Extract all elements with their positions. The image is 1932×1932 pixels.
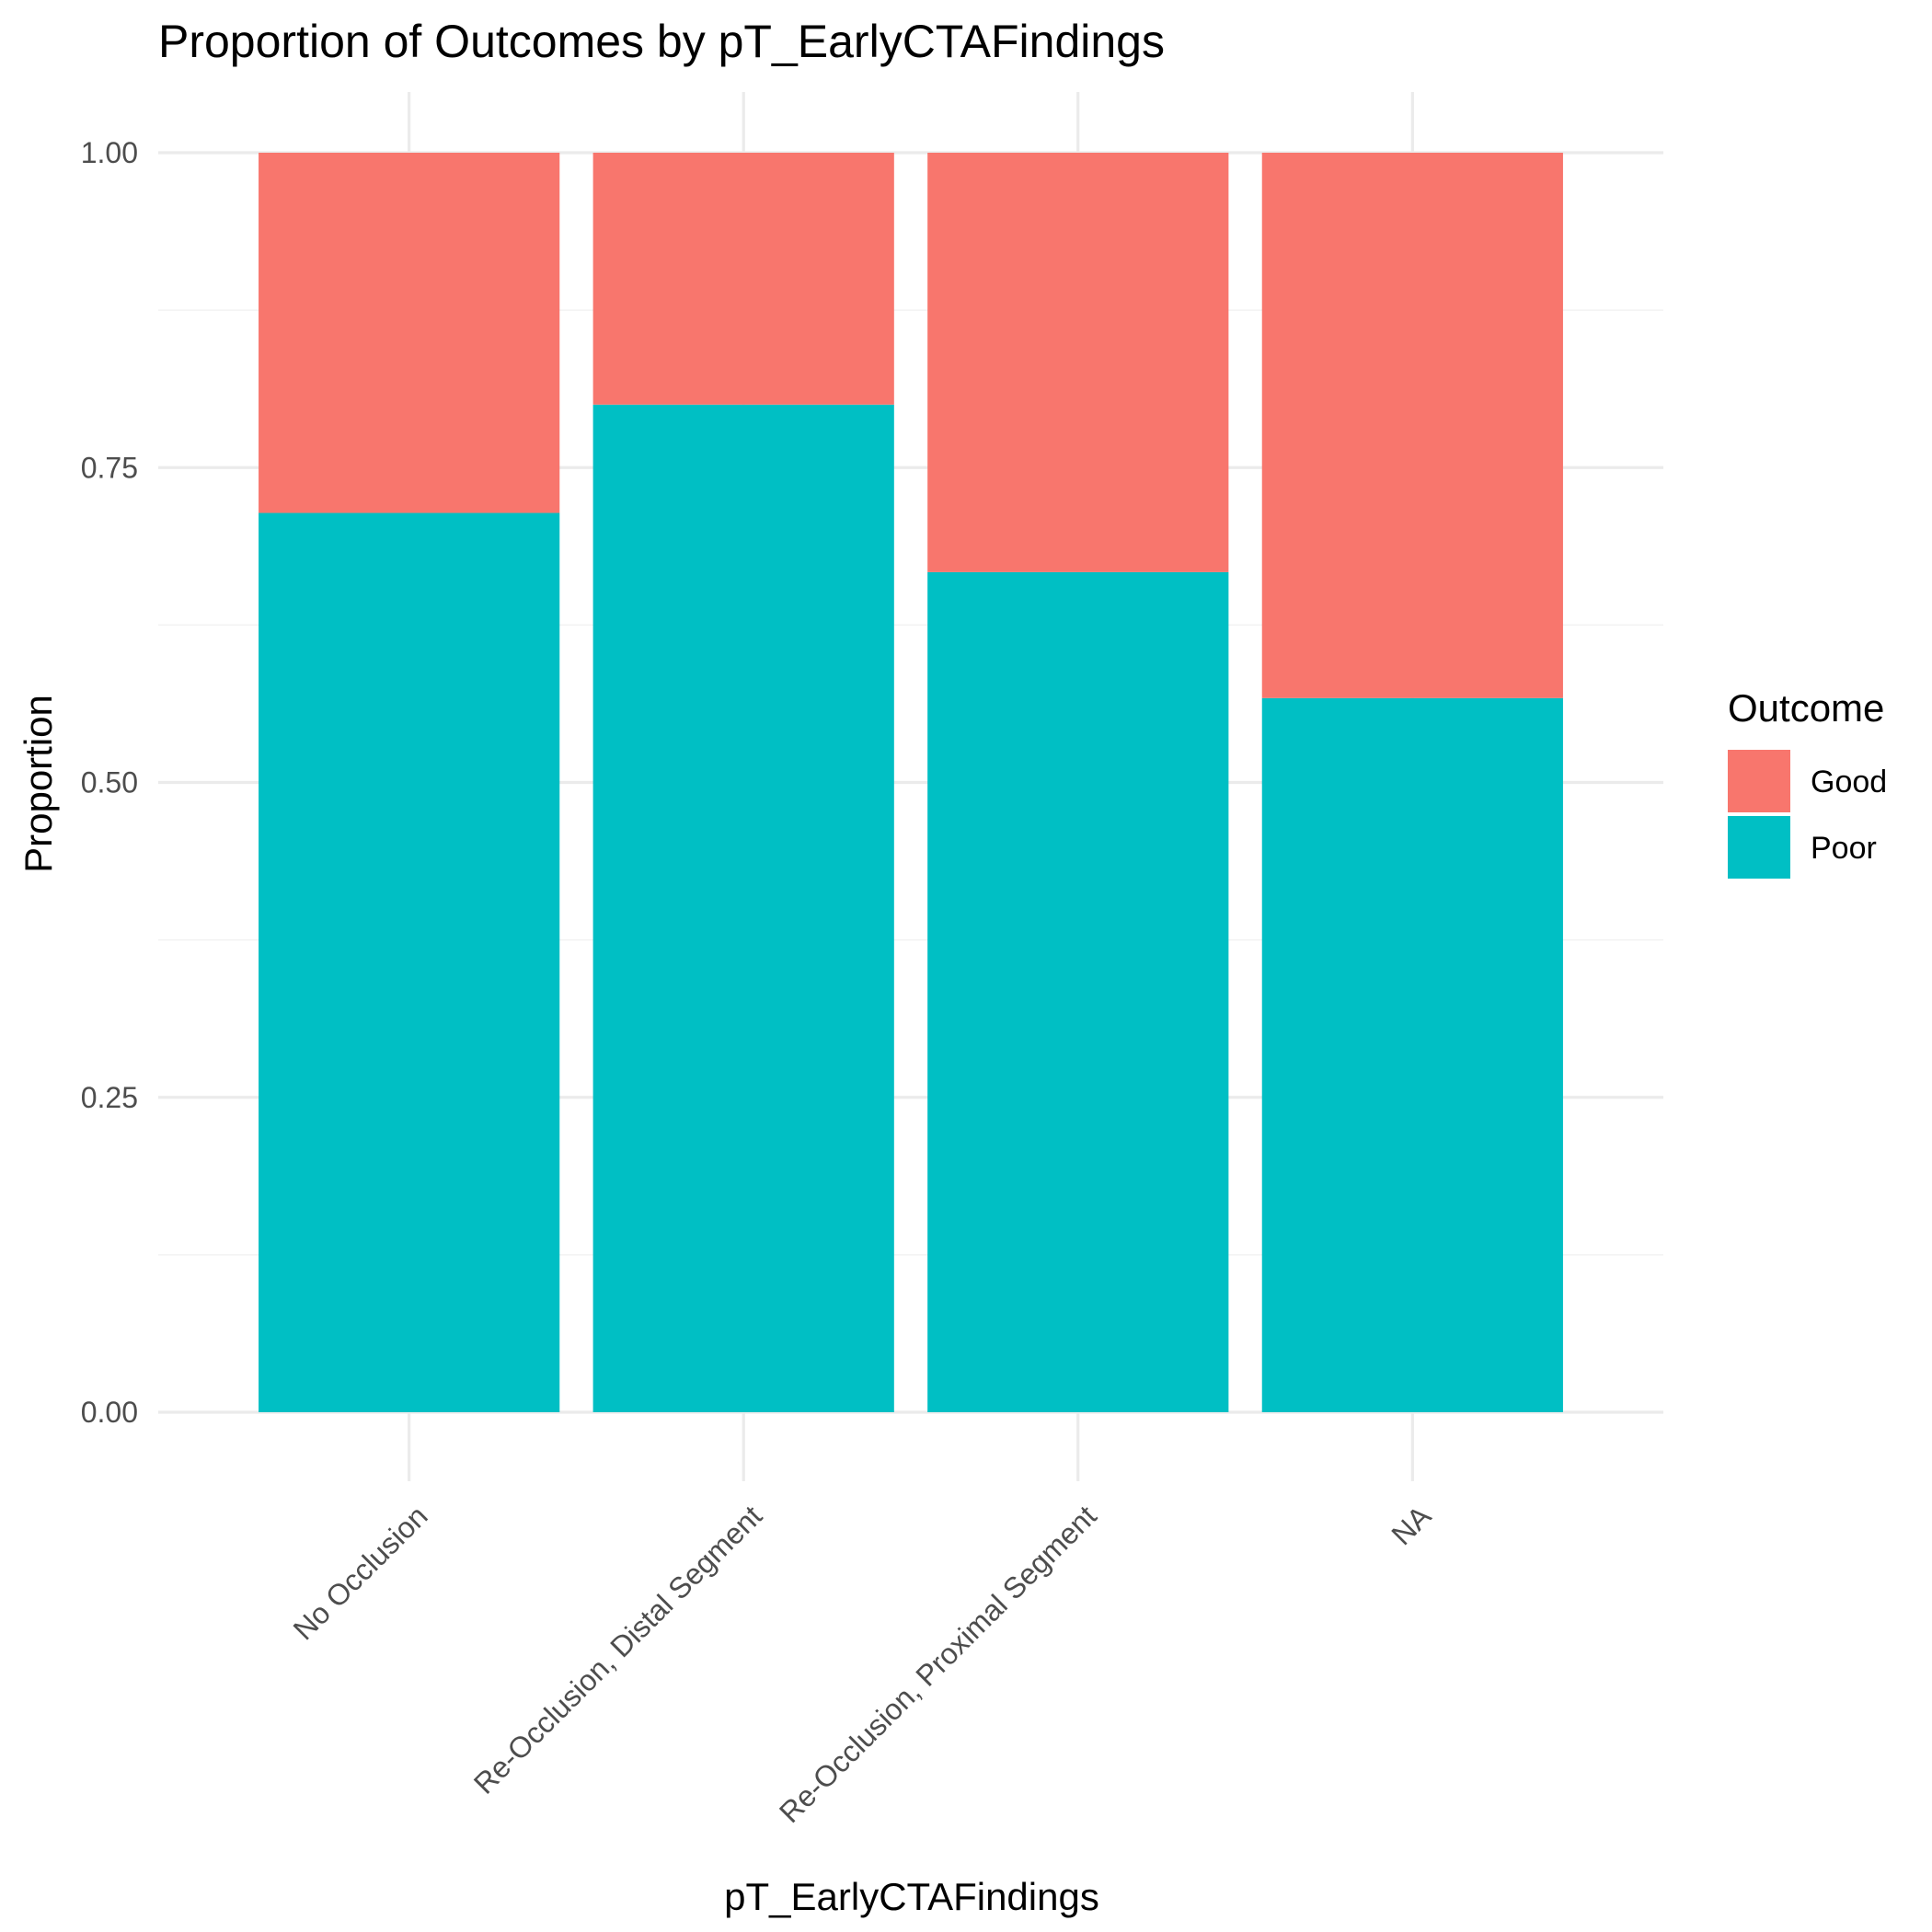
x-axis-title: pT_EarlyCTAFindings bbox=[724, 1875, 1099, 1918]
legend-items: Good Poor bbox=[1728, 750, 1887, 879]
y-tick-label: 0.50 bbox=[81, 766, 138, 799]
bar-good-3 bbox=[1261, 153, 1563, 698]
y-tick-label: 0.00 bbox=[81, 1396, 138, 1429]
y-tick-label: 0.25 bbox=[81, 1081, 138, 1114]
y-axis-ticks: 0.00 0.25 0.50 0.75 1.00 bbox=[81, 136, 138, 1429]
y-axis-title: Proportion bbox=[17, 695, 60, 873]
bar-poor-0 bbox=[259, 512, 560, 1412]
x-tick-label: Re-Occlusion, Proximal Segment bbox=[773, 1499, 1103, 1829]
y-tick-label: 0.75 bbox=[81, 451, 138, 484]
bar-poor-2 bbox=[927, 571, 1229, 1412]
bar-poor-3 bbox=[1261, 697, 1563, 1412]
bar-poor-1 bbox=[592, 404, 894, 1412]
legend-label-good: Good bbox=[1811, 765, 1887, 799]
x-axis-ticks: No Occlusion Re-Occlusion, Distal Segment… bbox=[287, 1499, 1438, 1829]
bars bbox=[259, 153, 1563, 1412]
x-tick-label: No Occlusion bbox=[287, 1499, 434, 1646]
legend: Outcome Good Poor bbox=[1728, 686, 1887, 879]
bar-good-0 bbox=[259, 153, 560, 513]
bar-good-2 bbox=[927, 153, 1229, 572]
legend-label-poor: Poor bbox=[1811, 831, 1877, 866]
legend-title: Outcome bbox=[1728, 686, 1884, 730]
x-tick-label: NA bbox=[1385, 1499, 1437, 1551]
bar-good-1 bbox=[592, 153, 894, 405]
legend-swatch-good bbox=[1728, 750, 1790, 812]
chart-title: Proportion of Outcomes by pT_EarlyCTAFin… bbox=[158, 16, 1165, 67]
y-tick-label: 1.00 bbox=[81, 136, 138, 169]
x-tick-label: Re-Occlusion, Distal Segment bbox=[467, 1499, 768, 1800]
legend-swatch-poor bbox=[1728, 816, 1790, 879]
